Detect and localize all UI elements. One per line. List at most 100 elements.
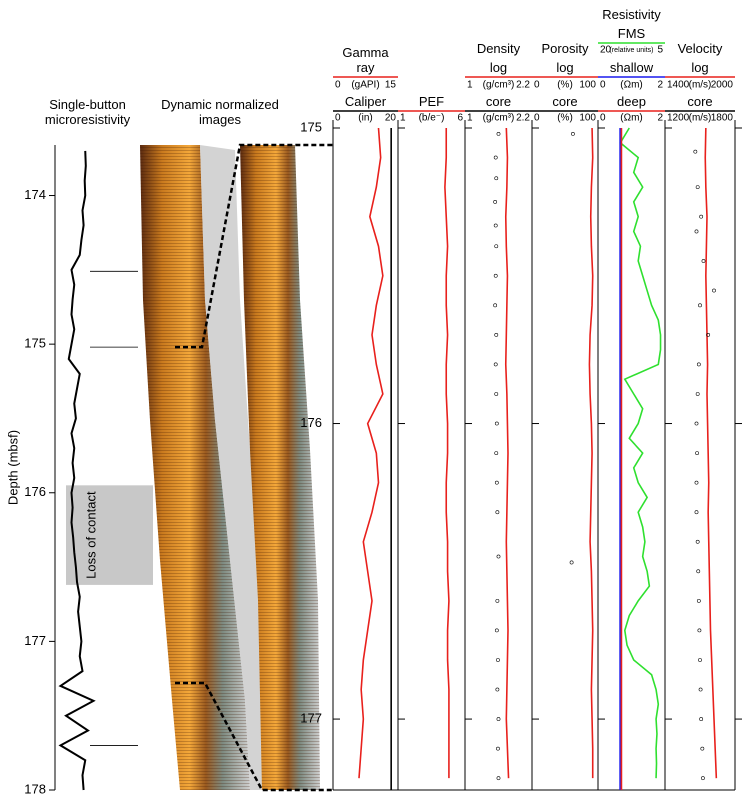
- scale-unit: (gAPI): [351, 80, 379, 91]
- core-point: [694, 421, 699, 426]
- scale-min: 20: [600, 45, 612, 56]
- core-point: [496, 658, 500, 662]
- scale-max: 1800: [711, 113, 734, 124]
- scale-min: 0: [534, 113, 540, 124]
- log-curve: [358, 127, 384, 779]
- core-point: [695, 451, 699, 455]
- core-point: [695, 392, 700, 396]
- scale-unit: (Ωm): [620, 80, 642, 91]
- core-point: [494, 480, 499, 485]
- scale-max: 15: [385, 80, 397, 91]
- panel-title: Dynamic normalized images: [161, 97, 279, 127]
- scale-max: 100: [579, 113, 596, 124]
- core-point: [494, 451, 499, 455]
- log-curve: [504, 127, 510, 779]
- y-tick-label: 176: [24, 484, 46, 499]
- core-point: [496, 776, 501, 781]
- log-curve: [704, 127, 718, 779]
- scale-min: 1: [467, 113, 473, 124]
- track-title: Porosity: [541, 41, 589, 56]
- core-point: [706, 332, 711, 337]
- scale-max: 2: [657, 80, 663, 91]
- scale-unit: (m/s): [689, 113, 712, 124]
- series-name: FMS: [617, 26, 646, 41]
- core-point: [696, 569, 701, 574]
- panel-title: Single-button microresistivity: [44, 97, 131, 127]
- scale-min: 0: [600, 113, 606, 124]
- series-name: shallow: [609, 60, 654, 75]
- annotation: Loss of contact: [83, 491, 98, 579]
- core-point: [493, 362, 498, 367]
- core-point: [693, 149, 698, 154]
- core-point: [494, 628, 499, 633]
- core-point: [698, 303, 702, 308]
- scale-unit: (m/s): [689, 80, 712, 91]
- series-name: PEF: [418, 94, 445, 109]
- core-point: [695, 185, 700, 190]
- scale-min: 1400: [667, 80, 690, 91]
- scale-min: 1: [467, 80, 473, 91]
- core-point: [494, 244, 499, 249]
- log-curve: [619, 127, 662, 779]
- scale-max: 2: [657, 113, 663, 124]
- core-point: [494, 421, 499, 426]
- core-point: [494, 332, 499, 337]
- core-point: [493, 223, 498, 228]
- core-point: [712, 288, 716, 293]
- core-point: [495, 598, 500, 603]
- y-tick-label: 177: [24, 633, 46, 648]
- core-point: [701, 776, 705, 781]
- core-point: [496, 717, 501, 721]
- series-name: log: [489, 60, 508, 75]
- y-axis-label: Depth (mbsf): [5, 430, 20, 505]
- scale-min: 0: [600, 80, 606, 91]
- track-title: Density: [476, 41, 521, 56]
- scale-max: 5: [657, 45, 663, 56]
- series-name: Gamma ray: [342, 45, 389, 75]
- core-point: [696, 362, 701, 367]
- core-point: [496, 554, 501, 559]
- series-name: log: [556, 60, 574, 75]
- core-point: [494, 176, 499, 181]
- scale-min: 0: [335, 113, 341, 124]
- y-tick-label: 174: [24, 187, 46, 202]
- scale-unit: (Ωm): [620, 113, 642, 124]
- resistivity-curve: [58, 150, 96, 791]
- core-point: [695, 539, 700, 544]
- scale-unit: (%): [557, 80, 573, 91]
- log-curve: [588, 127, 594, 779]
- core-point: [696, 598, 701, 603]
- series-name: deep: [617, 94, 646, 109]
- scale-unit: (in): [358, 113, 372, 124]
- loss-of-contact: [66, 485, 153, 585]
- core-point: [698, 658, 702, 662]
- y-tick-label: 177: [300, 711, 322, 726]
- scale-unit: (b/e⁻): [419, 113, 445, 124]
- scale-max: 2.2: [516, 113, 530, 124]
- y-tick-label: 175: [300, 119, 322, 134]
- core-point: [493, 273, 498, 278]
- scale-max: 6: [457, 113, 463, 124]
- scale-min: 0: [335, 80, 341, 91]
- core-point: [494, 392, 499, 396]
- core-point: [694, 229, 699, 234]
- core-point: [495, 687, 500, 692]
- scale-unit: (g/cm³): [483, 80, 515, 91]
- scale-min: 1200: [667, 113, 690, 124]
- scale-unit: (relative units): [610, 47, 654, 54]
- log-curve: [444, 128, 450, 779]
- core-point: [699, 214, 704, 219]
- series-name: core: [552, 94, 578, 109]
- core-point: [701, 259, 706, 263]
- series-name: log: [691, 60, 709, 75]
- scale-max: 2000: [711, 80, 734, 91]
- series-name: core: [687, 94, 713, 109]
- core-point: [569, 560, 574, 565]
- core-point: [697, 628, 702, 633]
- core-point: [496, 746, 500, 751]
- scale-min: 1: [400, 113, 406, 124]
- y-tick-label: 178: [24, 781, 46, 796]
- core-point: [571, 132, 575, 136]
